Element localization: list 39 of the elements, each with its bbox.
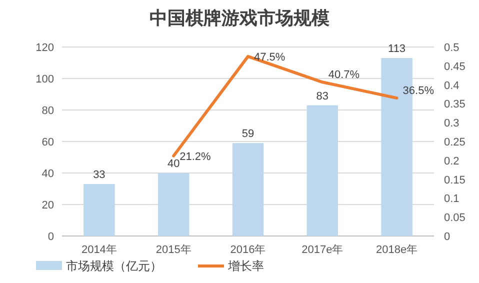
data-label: 21.2% bbox=[180, 150, 212, 163]
y-tick-label: 0 bbox=[48, 231, 54, 243]
y-tick-label: 120 bbox=[36, 42, 54, 54]
y2-tick-label: 0.25 bbox=[444, 136, 466, 148]
bar bbox=[158, 173, 190, 236]
x-tick-label: 2015年 bbox=[156, 244, 192, 256]
y2-tick-label: 0.35 bbox=[444, 98, 466, 111]
y2-tick-label: 0.1 bbox=[444, 193, 460, 206]
y2-tick-label: 0.3 bbox=[444, 118, 460, 130]
y2-tick-label: 0.2 bbox=[444, 155, 460, 168]
y-tick-label: 80 bbox=[42, 105, 54, 117]
y2-tick-label: 0.4 bbox=[444, 80, 460, 92]
y2-tick-label: 0.15 bbox=[444, 174, 466, 186]
y-tick-label: 60 bbox=[42, 136, 54, 148]
y-tick-label: 20 bbox=[42, 200, 54, 212]
y-tick-label: 40 bbox=[42, 168, 54, 180]
x-tick-label: 2018e年 bbox=[376, 244, 418, 256]
legend-label: 市场规模（亿元） bbox=[66, 259, 162, 273]
x-tick-label: 2017e年 bbox=[302, 244, 344, 256]
data-label: 40.7% bbox=[328, 69, 360, 82]
chart-title: 中国棋牌游戏市场规模 bbox=[150, 8, 330, 29]
data-label: 47.5% bbox=[254, 51, 286, 64]
x-tick-label: 2016年 bbox=[230, 244, 266, 256]
data-label: 36.5% bbox=[402, 85, 434, 98]
y-tick-label: 100 bbox=[36, 74, 54, 86]
data-label: 83 bbox=[316, 90, 329, 102]
legend-label: 增长率 bbox=[227, 259, 264, 273]
data-label: 33 bbox=[93, 169, 106, 182]
data-label: 113 bbox=[388, 43, 406, 56]
x-tick-label: 2014年 bbox=[81, 244, 117, 256]
data-label: 59 bbox=[242, 128, 254, 140]
bar bbox=[306, 105, 338, 236]
y2-tick-label: 0.05 bbox=[444, 212, 466, 224]
bar bbox=[84, 184, 115, 236]
data-label: 40 bbox=[167, 158, 180, 170]
y2-tick-label: 0.45 bbox=[444, 60, 466, 73]
y2-tick-label: 0 bbox=[444, 231, 450, 243]
y2-tick-label: 0.5 bbox=[444, 42, 460, 54]
bar bbox=[232, 143, 264, 236]
